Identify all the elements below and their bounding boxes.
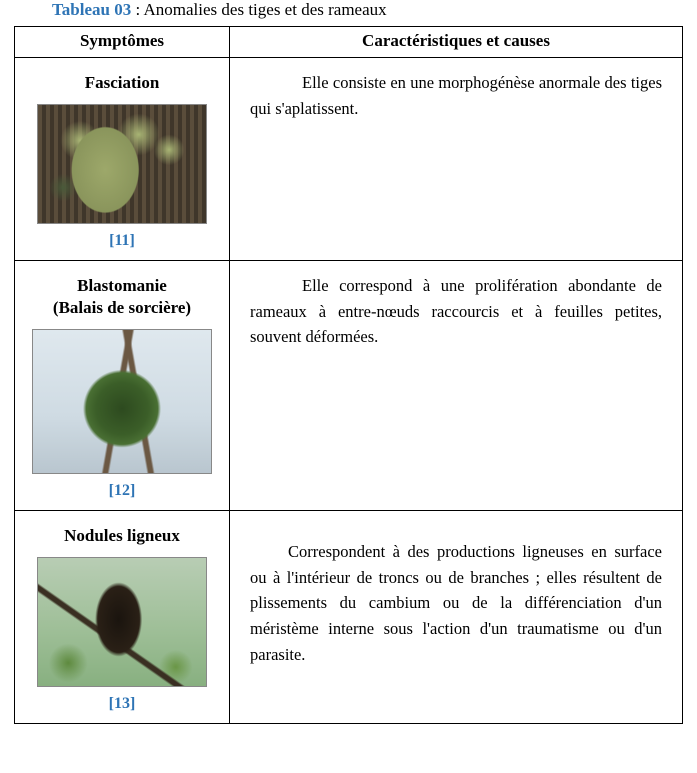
reference-link[interactable]: [11] — [23, 232, 221, 250]
description-cell: Elle consiste en une morphogénèse anorma… — [230, 58, 683, 261]
description-text: Elle consiste en une morphogénèse anorma… — [250, 73, 662, 118]
table-row: Blastomanie (Balais de sorcière) [12] El… — [15, 261, 683, 511]
header-caracteristiques: Caractéristiques et causes — [230, 27, 683, 58]
reference-link[interactable]: [12] — [23, 482, 221, 500]
symptom-image — [37, 104, 207, 224]
description-text: Correspondent à des productions ligneuse… — [250, 542, 662, 663]
caption-text: Anomalies des tiges et des rameaux — [144, 0, 387, 19]
symptom-image — [37, 557, 207, 687]
symptom-title-line1: Fasciation — [85, 73, 160, 92]
symptom-title: Blastomanie (Balais de sorcière) — [23, 275, 221, 319]
symptom-cell: Nodules ligneux [13] — [15, 511, 230, 724]
table-caption: Tableau 03 : Anomalies des tiges et des … — [52, 0, 683, 20]
symptom-image — [32, 329, 212, 474]
description-text: Elle correspond à une prolifération abon… — [250, 276, 662, 346]
symptom-title: Fasciation — [23, 72, 221, 94]
symptom-title-line1: Nodules ligneux — [64, 526, 180, 545]
table-row: Fasciation [11] Elle consiste en une mor… — [15, 58, 683, 261]
table-header-row: Symptômes Caractéristiques et causes — [15, 27, 683, 58]
caption-sep: : — [131, 0, 143, 19]
description-cell: Elle correspond à une prolifération abon… — [230, 261, 683, 511]
caption-number: Tableau 03 — [52, 0, 131, 19]
table-row: Nodules ligneux [13] Correspondent à des… — [15, 511, 683, 724]
symptom-title-line2: (Balais de sorcière) — [53, 298, 191, 317]
symptom-cell: Fasciation [11] — [15, 58, 230, 261]
anomalies-table: Symptômes Caractéristiques et causes Fas… — [14, 26, 683, 724]
description-cell: Correspondent à des productions ligneuse… — [230, 511, 683, 724]
symptom-title: Nodules ligneux — [23, 525, 221, 547]
reference-link[interactable]: [13] — [23, 695, 221, 713]
page: Tableau 03 : Anomalies des tiges et des … — [0, 0, 697, 724]
symptom-title-line1: Blastomanie — [77, 276, 167, 295]
header-symptomes: Symptômes — [15, 27, 230, 58]
symptom-cell: Blastomanie (Balais de sorcière) [12] — [15, 261, 230, 511]
